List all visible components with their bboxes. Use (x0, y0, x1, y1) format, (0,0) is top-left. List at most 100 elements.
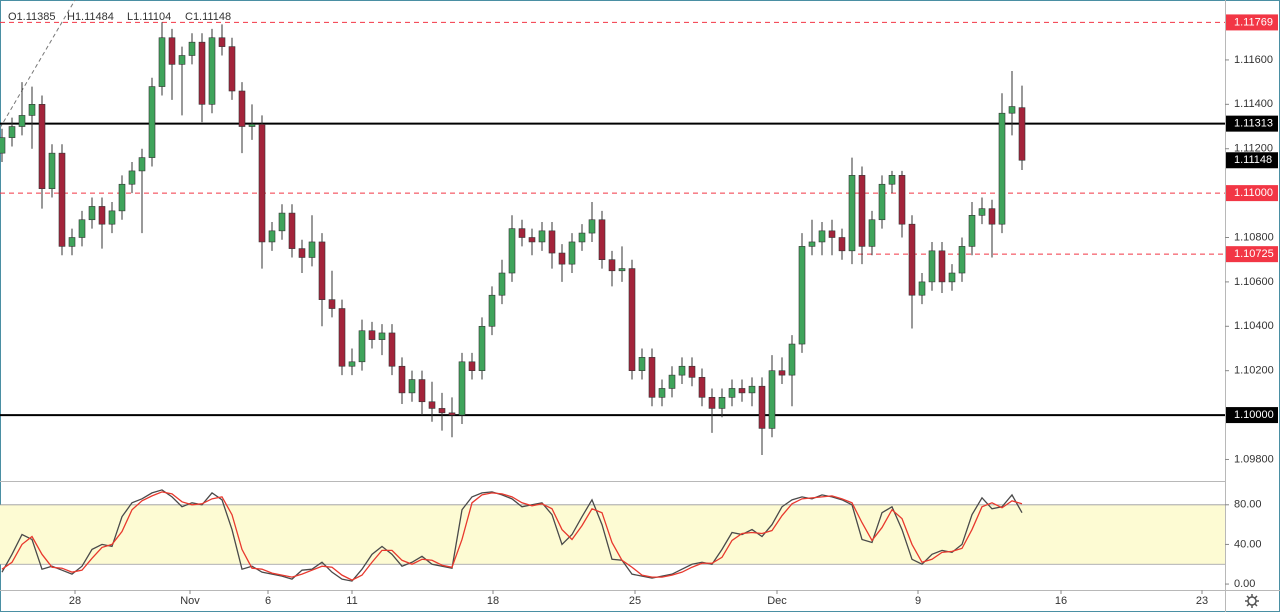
candle-body (28, 104, 36, 116)
price-badge-label: 1.11148 (1234, 154, 1272, 166)
candle-body (558, 252, 566, 265)
x-tick-label: 9 (915, 595, 921, 607)
ohlc-high: H1.11484 (67, 11, 114, 23)
x-tick-label: Nov (180, 595, 200, 607)
y-tick-label: 1.11400 (1234, 98, 1273, 110)
candle-body (8, 126, 16, 138)
candle-body (138, 157, 146, 172)
candle-body (898, 175, 906, 225)
candle-body (878, 183, 886, 221)
candle-body (868, 219, 876, 247)
candle-body (118, 183, 126, 212)
candle-body (48, 152, 56, 189)
trend-line (0, 0, 76, 129)
candle-body (818, 230, 826, 243)
x-tick-label: 16 (1055, 595, 1067, 607)
osc-tick-label: 40.00 (1234, 538, 1262, 550)
price-badge (1226, 152, 1278, 169)
candle-body (328, 299, 336, 309)
candle-body (518, 228, 526, 238)
price-badge-label: 1.11769 (1234, 16, 1273, 28)
candle-body (368, 330, 376, 340)
candle-body (178, 55, 186, 65)
candle-body (158, 37, 166, 87)
candle-body (938, 250, 946, 283)
candle-body (308, 241, 316, 258)
x-tick-label: Dec (767, 595, 787, 607)
candle-body (718, 397, 726, 409)
candle-body (1018, 107, 1026, 161)
price-badge-label: 1.11313 (1234, 118, 1273, 130)
candle-body (988, 208, 996, 225)
candle-body (348, 361, 356, 367)
x-tick-label: 28 (69, 595, 81, 607)
candle-body (288, 212, 296, 249)
ohlc-close: C1.11148 (185, 11, 231, 23)
osc-tick-label: 0.00 (1234, 578, 1255, 590)
x-tick-label: 23 (1196, 595, 1208, 607)
candle-body (758, 385, 766, 429)
x-tick-label: 25 (629, 595, 641, 607)
candle-body (958, 246, 966, 274)
candle-body (828, 230, 836, 238)
x-tick-label: 18 (487, 595, 499, 607)
candle-body (548, 230, 556, 254)
settings-icon[interactable] (1245, 594, 1259, 608)
candle-body (618, 268, 626, 272)
price-badge-label: 1.10000 (1234, 409, 1274, 421)
candle-body (768, 370, 776, 429)
osc-tick-label: 80.00 (1234, 499, 1262, 511)
candle-body (98, 206, 106, 225)
oscillator-line (1, 491, 1023, 581)
candle-body (278, 212, 286, 232)
y-tick-label: 1.10600 (1234, 276, 1274, 288)
candle-body (228, 46, 236, 92)
candle-body (918, 281, 926, 296)
candle-body (298, 248, 306, 258)
candle-body (208, 37, 216, 105)
candle-body (858, 175, 866, 247)
candle-body (708, 397, 716, 409)
ohlc-low: L1.11104 (127, 11, 171, 23)
candle-body (788, 343, 796, 376)
candle-body (458, 361, 466, 416)
candle-body (378, 332, 386, 340)
candle-body (628, 268, 636, 371)
candle-body (638, 357, 646, 371)
price-badge (1226, 115, 1278, 132)
candle-body (598, 219, 606, 261)
oscillator-band (0, 504, 1225, 565)
candle-body (928, 250, 936, 283)
candle-body (198, 41, 206, 105)
candle-body (38, 104, 46, 189)
candle-body (0, 137, 6, 154)
candle-body (648, 357, 656, 398)
candle-body (508, 228, 516, 274)
candle-body (888, 175, 896, 185)
candle-body (998, 112, 1006, 225)
candle-body (488, 294, 496, 327)
candle-body (838, 237, 846, 252)
candle-body (778, 370, 786, 376)
candle-body (498, 272, 506, 296)
gear-teeth[interactable] (1245, 594, 1259, 608)
candle-body (238, 90, 246, 127)
price-badge (1226, 14, 1278, 31)
candle-body (438, 408, 446, 414)
y-tick-label: 1.11200 (1234, 143, 1273, 155)
candle-body (608, 259, 616, 272)
price-badge (1226, 185, 1278, 202)
candle-body (478, 325, 486, 371)
candle-body (948, 272, 956, 283)
candle-body (428, 401, 436, 409)
candle-body (168, 37, 176, 65)
candle-body (68, 237, 76, 247)
candle-body (658, 388, 666, 398)
candle-body (338, 308, 346, 367)
candle-body (128, 170, 136, 185)
candle-body (748, 385, 756, 394)
candle-body (448, 412, 456, 416)
candle-body (248, 124, 256, 127)
candle-body (688, 365, 696, 378)
candle-body (728, 388, 736, 398)
